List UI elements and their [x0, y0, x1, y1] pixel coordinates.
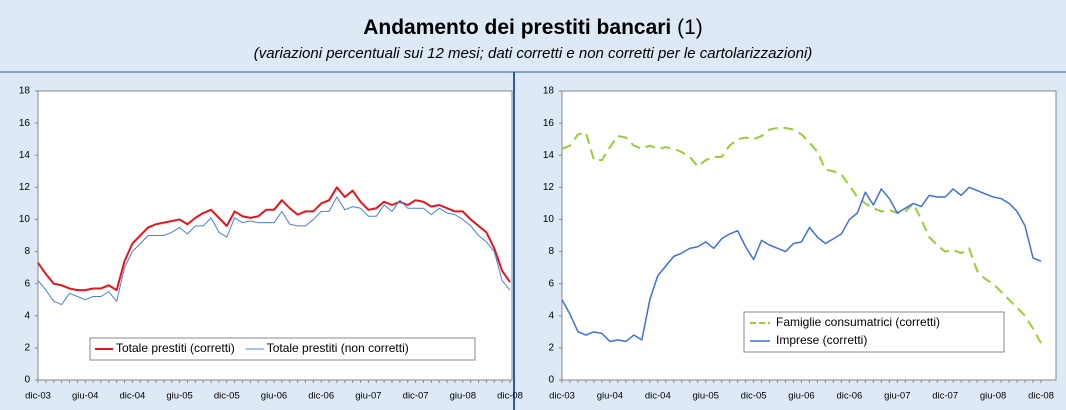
- y-tick-label: 18: [543, 86, 555, 97]
- y-tick-label: 8: [548, 246, 554, 257]
- legend-box: [89, 337, 476, 361]
- y-tick-label: 2: [24, 343, 30, 354]
- x-tick-label: dic-07: [932, 391, 958, 402]
- legend-box: [743, 311, 1005, 353]
- x-tick-label: dic-03: [25, 391, 51, 402]
- x-tick-label: giu-08: [450, 391, 476, 402]
- y-tick-label: 0: [548, 375, 554, 386]
- y-tick-label: 16: [543, 118, 555, 129]
- x-tick-label: dic-06: [836, 391, 862, 402]
- x-tick-label: dic-04: [645, 391, 671, 402]
- y-tick-label: 2: [548, 343, 554, 354]
- title: Andamento dei prestiti bancari (1): [363, 16, 703, 39]
- x-tick-label: dic-07: [403, 391, 429, 402]
- x-tick-label: dic-06: [308, 391, 334, 402]
- series-line: [561, 186, 1042, 343]
- y-tick-label: 8: [24, 246, 30, 257]
- y-tick-label: 16: [19, 118, 31, 129]
- x-tick-label: giu-08: [980, 391, 1006, 402]
- y-tick-label: 6: [24, 278, 30, 289]
- series-line: [37, 186, 511, 292]
- legend-label: Imprese (corretti): [776, 333, 867, 347]
- x-tick-label: giu-06: [261, 391, 287, 402]
- x-tick-label: dic-05: [214, 391, 240, 402]
- subtitle: (variazioni percentuali sui 12 mesi; dat…: [254, 45, 813, 62]
- y-tick-label: 10: [19, 214, 31, 225]
- title-main: Andamento dei prestiti bancari: [363, 16, 671, 39]
- legend-label: Totale prestiti (corretti): [116, 341, 235, 355]
- y-tick-label: 4: [548, 310, 554, 321]
- y-tick-label: 12: [543, 182, 555, 193]
- legend-label: Totale prestiti (non corretti): [267, 341, 409, 355]
- x-tick-label: giu-05: [166, 391, 192, 402]
- plot-area: [37, 90, 513, 381]
- x-tick-label: giu-04: [72, 391, 98, 402]
- series-line: [561, 126, 1042, 344]
- y-tick-label: 12: [19, 182, 31, 193]
- x-tick-label: dic-08: [497, 391, 523, 402]
- y-tick-label: 14: [19, 150, 31, 161]
- y-tick-label: 14: [543, 150, 555, 161]
- y-tick-label: 4: [24, 310, 30, 321]
- x-tick-label: giu-07: [884, 391, 910, 402]
- x-tick-label: giu-05: [692, 391, 718, 402]
- series-line: [37, 196, 511, 306]
- x-tick-label: dic-05: [741, 391, 767, 402]
- x-tick-label: giu-06: [788, 391, 814, 402]
- y-tick-label: 10: [543, 214, 555, 225]
- title-note: (1): [677, 16, 703, 39]
- legend-label: Famiglie consumatrici (corretti): [776, 315, 940, 329]
- y-tick-label: 0: [24, 375, 30, 386]
- y-tick-label: 6: [548, 278, 554, 289]
- x-tick-label: giu-04: [597, 391, 623, 402]
- y-tick-label: 18: [19, 86, 31, 97]
- x-tick-label: dic-08: [1028, 391, 1054, 402]
- header-band: [0, 0, 1066, 72]
- x-tick-label: dic-03: [549, 391, 575, 402]
- x-tick-label: giu-07: [355, 391, 381, 402]
- x-tick-label: dic-04: [119, 391, 145, 402]
